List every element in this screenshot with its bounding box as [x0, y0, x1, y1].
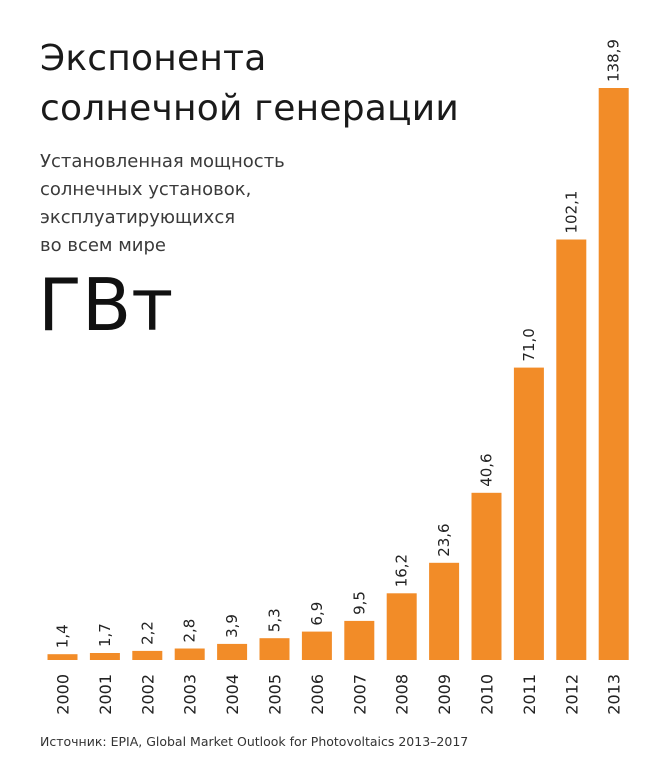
x-tick-label-2007: 2007 [350, 674, 369, 715]
bar-2011 [513, 367, 544, 660]
data-label-2005: 5,3 [266, 608, 284, 632]
data-label-2010: 40,6 [478, 453, 496, 486]
data-label-2013: 138,9 [605, 39, 623, 82]
data-label-2009: 23,6 [435, 523, 453, 556]
unit-label: ГВт [38, 263, 174, 347]
chart-subtitle-line-4: во всем мире [40, 235, 166, 256]
bar-2000 [47, 654, 78, 660]
x-tick-label-2003: 2003 [181, 674, 200, 715]
chart-subtitle-line-3: эксплуатирующихся [40, 207, 236, 228]
chart-subtitle: Установленная мощность солнечных установ… [40, 148, 285, 260]
bar-2010 [471, 492, 502, 660]
bar-2012 [556, 239, 587, 660]
x-tick-label-2012: 2012 [562, 674, 581, 715]
data-label-2012: 102,1 [562, 191, 580, 234]
x-tick-label-2006: 2006 [308, 674, 327, 715]
data-label-2003: 2,8 [181, 619, 199, 643]
x-tick-label-2008: 2008 [393, 674, 412, 715]
value-label-group: 1,4 1,7 2,2 2,8 3,9 5,3 6,9 9,5 16,2 23,6 40,6 71,0… [54, 39, 623, 648]
source-note: Источник: EPIA, Global Market Outlook fo… [40, 734, 469, 749]
x-tick-label-2004: 2004 [223, 674, 242, 715]
data-label-2004: 3,9 [223, 614, 241, 638]
bar-2008 [386, 593, 417, 660]
chart-title-line-2: солнечной генерации [40, 88, 459, 129]
chart-subtitle-line-1: Установленная мощность [40, 151, 285, 172]
data-label-2000: 1,4 [54, 624, 72, 648]
x-tick-label-2002: 2002 [138, 674, 157, 715]
bar-2009 [429, 562, 460, 660]
bar-2005 [259, 638, 290, 660]
x-tick-label-2001: 2001 [96, 674, 115, 715]
bar-2003 [174, 648, 205, 660]
data-label-2011: 71,0 [520, 328, 538, 361]
chart-subtitle-line-2: солнечных установок, [40, 179, 252, 200]
bar-2013 [598, 88, 629, 660]
data-label-2006: 6,9 [308, 602, 326, 626]
bar-group [47, 88, 629, 660]
x-tick-label-2010: 2010 [478, 674, 497, 715]
x-tick-label-2011: 2011 [520, 674, 539, 715]
bar-2007 [344, 620, 375, 660]
data-label-2007: 9,5 [350, 591, 368, 615]
x-tick-label-group: 2000 2001 2002 2003 2004 2005 2006 2007 2008 2009… [54, 674, 624, 715]
data-label-2008: 16,2 [393, 554, 411, 587]
chart-title: Экспонента солнечной генерации [40, 34, 459, 134]
data-label-2002: 2,2 [138, 621, 156, 645]
x-tick-label-2013: 2013 [605, 674, 624, 715]
x-tick-label-2000: 2000 [54, 674, 73, 715]
bar-2002 [132, 650, 163, 660]
bar-2006 [301, 631, 332, 660]
bar-2004 [217, 643, 248, 660]
chart-title-line-1: Экспонента [40, 38, 267, 79]
x-tick-label-2009: 2009 [435, 674, 454, 715]
data-label-2001: 1,7 [96, 623, 114, 647]
bar-2001 [89, 653, 120, 660]
x-tick-label-2005: 2005 [266, 674, 285, 715]
